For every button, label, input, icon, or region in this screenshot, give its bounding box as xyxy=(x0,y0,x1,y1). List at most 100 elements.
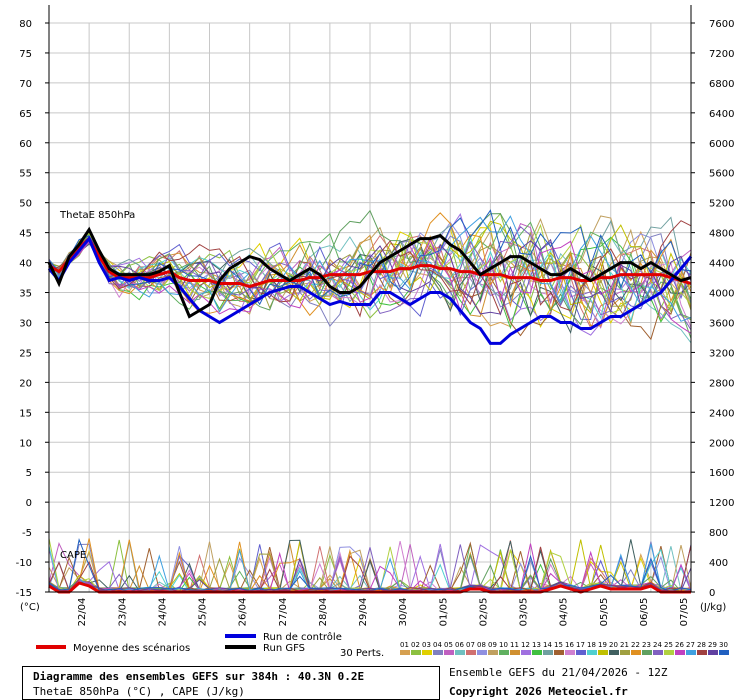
x-tick-label: 01/05 xyxy=(438,598,449,627)
perturbation-id-label: 18 xyxy=(587,641,596,649)
perturbation-id-label: 04 xyxy=(433,641,442,649)
legend-gfs-label: Run GFS xyxy=(263,643,305,654)
perturbation-swatch xyxy=(400,650,410,655)
perturbation-swatch xyxy=(532,650,542,655)
perturbation-id-label: 08 xyxy=(477,641,486,649)
perturbation-swatch xyxy=(422,650,432,655)
legend-mean-label: Moyenne des scénarios xyxy=(73,642,190,654)
perturbation-swatch xyxy=(411,650,421,655)
x-tick-label: 07/05 xyxy=(679,598,690,627)
y2-tick-label: 400 xyxy=(709,558,728,569)
perturbation-id-label: 29 xyxy=(708,641,717,649)
y-tick-label: 15 xyxy=(19,408,32,419)
right-unit-label: (J/kg) xyxy=(700,602,726,613)
y2-tick-label: 4400 xyxy=(709,259,734,270)
perturbation-id-label: 15 xyxy=(554,641,563,649)
y2-tick-label: 4800 xyxy=(709,229,734,240)
perturbation-swatch xyxy=(433,650,443,655)
y2-tick-label: 2800 xyxy=(709,378,734,389)
perturbation-swatch xyxy=(620,650,630,655)
y-tick-label: 55 xyxy=(19,169,32,180)
y-tick-label: 65 xyxy=(19,109,32,120)
perturbation-id-label: 26 xyxy=(675,641,684,649)
perturbation-id-label: 03 xyxy=(422,641,431,649)
y-tick-label: 50 xyxy=(19,199,32,210)
perturbation-id-label: 10 xyxy=(499,641,508,649)
y-tick-label: 20 xyxy=(19,378,32,389)
perturbation-swatch xyxy=(686,650,696,655)
mean-series-line xyxy=(48,236,692,289)
x-tick-label: 03/05 xyxy=(519,598,530,627)
perturbation-swatch xyxy=(466,650,476,655)
x-tick-label: 22/04 xyxy=(77,598,88,627)
y-tick-label: 45 xyxy=(19,229,32,240)
x-tick-label: 06/05 xyxy=(639,598,650,627)
x-tick-label: 26/04 xyxy=(238,598,249,627)
perturbation-id-label: 13 xyxy=(532,641,541,649)
y2-tick-label: 2000 xyxy=(709,438,734,449)
perturbation-id-label: 21 xyxy=(620,641,629,649)
x-tick-label: 02/05 xyxy=(478,598,489,627)
perturbation-swatch xyxy=(708,650,718,655)
perturbation-swatch xyxy=(653,650,663,655)
x-tick-label: 28/04 xyxy=(318,598,329,627)
perturbation-id-label: 07 xyxy=(466,641,475,649)
y2-tick-label: 6400 xyxy=(709,109,734,120)
x-tick-label: 27/04 xyxy=(278,598,289,627)
perturbation-cape-line xyxy=(48,557,692,593)
y2-tick-label: 2400 xyxy=(709,408,734,419)
y2-tick-label: 1600 xyxy=(709,468,734,479)
perturbation-line xyxy=(48,209,692,306)
y-tick-label: 10 xyxy=(19,438,32,449)
perturbation-id-label: 12 xyxy=(521,641,530,649)
perturbation-id-label: 06 xyxy=(455,641,464,649)
perturbation-swatch xyxy=(499,650,509,655)
perturbation-swatch xyxy=(521,650,531,655)
y2-tick-label: 5200 xyxy=(709,199,734,210)
y-tick-label: -10 xyxy=(16,558,32,569)
perturbation-swatch xyxy=(587,650,597,655)
chart-legend: Moyenne des scénarios Run de contrôleRun … xyxy=(36,631,729,659)
perturbation-id-label: 20 xyxy=(609,641,618,649)
x-tick-label: 30/04 xyxy=(398,598,409,627)
info-box: Diagramme des ensembles GEFS sur 384h : … xyxy=(22,666,440,700)
y-tick-label: 25 xyxy=(19,348,32,359)
left-unit-label: (°C) xyxy=(20,602,40,613)
perturbation-swatch xyxy=(642,650,652,655)
x-tick-label: 04/05 xyxy=(559,598,570,627)
perturbation-id-label: 14 xyxy=(543,641,552,649)
perturbation-id-label: 30 xyxy=(719,641,728,649)
ensemble-run-label: Ensemble GEFS du 21/04/2026 - 12Z xyxy=(449,666,668,679)
panel-label-thetae: ThetaE 850hPa xyxy=(59,210,135,221)
panel-label-cape: CAPE xyxy=(60,550,86,561)
perturbation-swatch xyxy=(488,650,498,655)
perturbation-swatch xyxy=(477,650,487,655)
perturbation-swatch xyxy=(510,650,520,655)
y2-tick-label: 6000 xyxy=(709,139,734,150)
y-tick-label: 60 xyxy=(19,139,32,150)
y2-tick-label: 5600 xyxy=(709,169,734,180)
perturbation-swatch xyxy=(565,650,575,655)
perturbation-line xyxy=(48,228,692,321)
perturbation-swatch xyxy=(576,650,586,655)
perturbation-line xyxy=(48,215,692,315)
perturbation-swatch xyxy=(609,650,619,655)
perturbation-swatch xyxy=(631,650,641,655)
chart-subtitle: ThetaE 850hPa (°C) , CAPE (J/kg) xyxy=(33,685,245,698)
x-tick-label: 29/04 xyxy=(358,598,369,627)
x-tick-label: 24/04 xyxy=(157,598,168,627)
perturbation-line xyxy=(48,220,692,314)
perturbation-line xyxy=(48,239,692,328)
y2-tick-label: 7200 xyxy=(709,49,734,60)
perturbation-line xyxy=(48,215,692,322)
copyright-label: Copyright 2026 Meteociel.fr xyxy=(449,685,628,698)
y2-tick-label: 3200 xyxy=(709,348,734,359)
perturbation-swatch xyxy=(697,650,707,655)
perturbation-id-label: 27 xyxy=(686,641,695,649)
y-tick-label: 0 xyxy=(26,498,32,509)
perturbation-line xyxy=(48,238,692,334)
perturbation-swatch xyxy=(719,650,729,655)
perturbation-id-label: 09 xyxy=(488,641,497,649)
y-tick-label: 40 xyxy=(19,259,32,270)
